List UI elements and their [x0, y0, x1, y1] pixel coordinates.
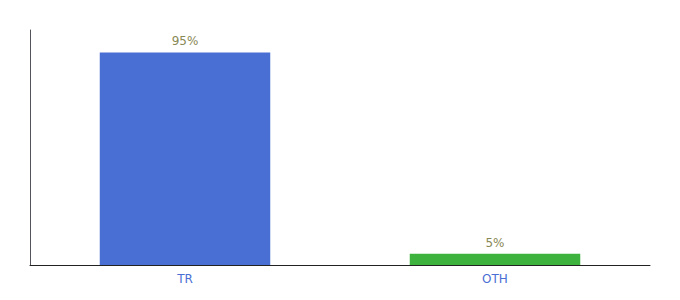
svg-text:TR: TR: [176, 272, 193, 286]
svg-text:5%: 5%: [485, 236, 504, 250]
svg-text:OTH: OTH: [482, 272, 508, 286]
svg-text:95%: 95%: [172, 34, 199, 48]
